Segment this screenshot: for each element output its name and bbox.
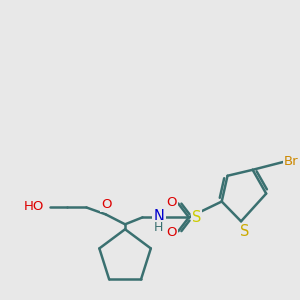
Text: O: O [101, 198, 112, 211]
Text: O: O [166, 226, 177, 239]
Text: N: N [154, 209, 164, 224]
Text: S: S [192, 210, 201, 225]
Text: S: S [240, 224, 250, 239]
Text: Br: Br [284, 155, 298, 168]
Text: H: H [154, 221, 164, 234]
Text: O: O [166, 196, 177, 209]
Text: HO: HO [23, 200, 44, 213]
